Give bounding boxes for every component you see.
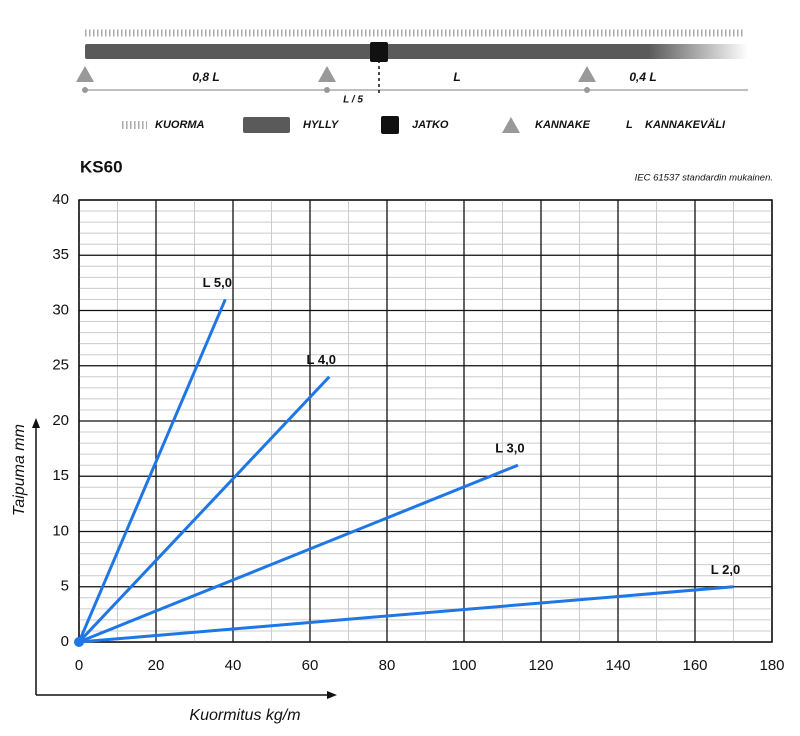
support [76,66,94,82]
x-tick-label: 0 [75,657,83,674]
series-line [78,585,734,644]
x-tick-label: 40 [225,657,242,674]
y-tick-label: 10 [52,522,69,539]
x-tick-label: 60 [302,657,319,674]
support [578,66,596,82]
chart-subtitle: IEC 61537 standardin mukainen. [635,173,773,184]
x-axis-label: Kuormitus kg/m [189,707,300,724]
x-arrow-head [327,691,337,699]
span-label: 0,4 L [629,70,656,84]
legend-label: KUORMA [155,119,205,131]
shelf [85,44,748,59]
y-tick-label: 20 [52,412,69,429]
series-label: L 4,0 [307,352,336,367]
y-tick-label: 5 [61,578,69,595]
series-line [77,298,227,643]
y-tick-label: 30 [52,301,69,318]
legend-label: HYLLY [303,119,340,131]
x-tick-label: 120 [528,657,553,674]
y-tick-label: 0 [61,633,69,650]
chart-title: KS60 [80,157,123,176]
y-tick-label: 40 [52,191,69,208]
x-tick-label: 160 [682,657,707,674]
support-dot [584,87,590,93]
legend-label: KANNAKE [535,119,591,131]
series-line [77,375,331,644]
origin-dot [74,637,84,647]
legend-label: KANNAKEVÄLI [645,118,726,131]
y-tick-label: 15 [52,467,69,484]
support-dot [324,87,330,93]
x-tick-label: 80 [379,657,396,674]
legend-shelf [243,117,290,133]
y-tick-label: 35 [52,246,69,263]
x-tick-label: 140 [605,657,630,674]
y-arrow-head [32,418,40,428]
offset-label: L / 5 [343,95,363,106]
legend-label: JATKO [412,119,449,131]
y-tick-label: 25 [52,357,69,374]
series-label: L 2,0 [711,562,740,577]
span-diagram: 0,8 L L 0,4 L L / 5 KUORMA HYLLY JATKO K… [76,29,748,134]
series-line [78,463,519,644]
x-tick-label: 180 [759,657,784,674]
x-tick-label: 20 [148,657,165,674]
support [318,66,336,82]
series-label: L 5,0 [203,275,232,290]
joint [370,42,388,62]
legend-support [502,117,520,133]
x-tick-label: 100 [451,657,476,674]
legend-joint [381,116,399,134]
plot: 0 20 40 60 80 100 120 140 160 180 0 5 10 15 20 25 30 35 40… [52,191,784,674]
legend-symbol: L [626,119,633,131]
span-label: L [453,70,460,84]
series-label: L 3,0 [495,441,524,456]
y-axis-label: Taipuma mm [11,424,28,516]
support-dot [82,87,88,93]
span-label: 0,8 L [192,70,219,84]
